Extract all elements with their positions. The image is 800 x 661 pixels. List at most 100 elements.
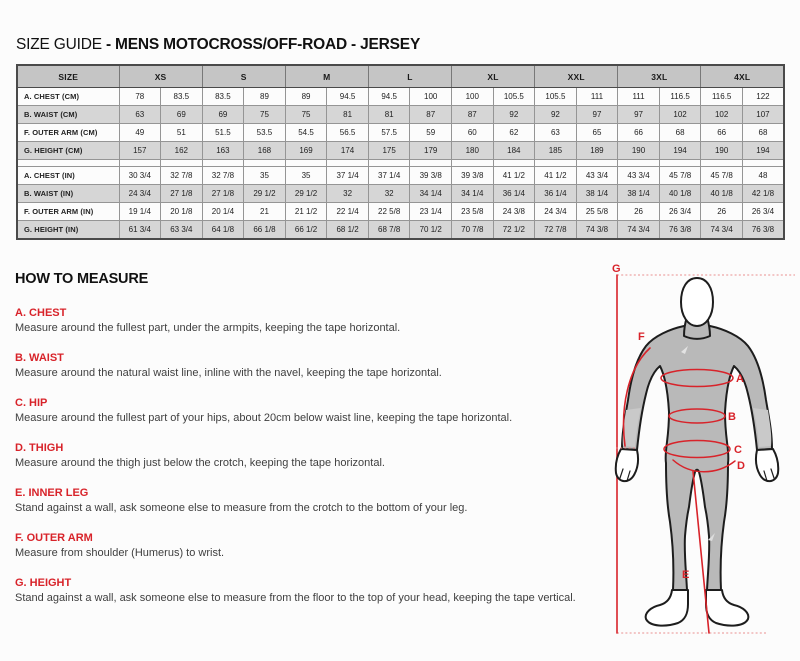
size-value-cell: 32 7/8: [160, 166, 203, 185]
size-value-cell: 26: [617, 202, 660, 221]
size-value-cell: 81: [367, 105, 411, 124]
measure-item-text: Measure around the thigh just below the …: [15, 457, 385, 469]
size-value-cell: 157: [118, 141, 162, 160]
size-value-cell: 53.5: [243, 123, 286, 142]
size-value-cell: 81: [326, 105, 369, 124]
size-value-cell: 40 1/8: [700, 184, 743, 203]
measure-item-label: G. HEIGHT: [15, 577, 72, 589]
size-value-cell: 63: [118, 105, 162, 124]
column-header-l: L: [367, 64, 453, 88]
diagram-label-thigh: D: [737, 460, 745, 472]
size-value-cell: 24 3/4: [534, 202, 577, 221]
size-value-cell: 26: [700, 202, 743, 221]
size-value-cell: 23 1/4: [409, 202, 452, 221]
size-value-cell: 68: [658, 123, 702, 142]
size-value-cell: 66: [617, 123, 660, 142]
size-value-cell: 68 7/8: [367, 220, 411, 240]
measure-item-text: Measure around the fullest part, under t…: [15, 322, 401, 334]
column-header-xxl: XXL: [534, 64, 619, 88]
size-value-cell: 69: [160, 105, 203, 124]
size-value-cell: 42 1/8: [741, 184, 785, 203]
measure-item-label: D. THIGH: [15, 442, 64, 454]
size-value-cell: 40 1/8: [658, 184, 702, 203]
size-value-cell: 45 7/8: [658, 166, 702, 185]
size-value-cell: 56.5: [326, 123, 369, 142]
size-value-cell: 24 3/8: [492, 202, 536, 221]
measure-item-label: C. HIP: [15, 397, 48, 409]
size-value-cell: 97: [575, 105, 619, 124]
size-value-cell: 22 5/8: [367, 202, 411, 221]
size-value-cell: 19 1/4: [118, 202, 162, 221]
measurement-row-label: F. OUTER ARM (CM): [16, 123, 120, 142]
size-value-cell: 25 5/8: [575, 202, 619, 221]
size-value-cell: 41 1/2: [492, 166, 536, 185]
size-value-cell: 194: [658, 141, 702, 160]
inner-leg-measure-line: [692, 470, 710, 634]
size-value-cell: 59: [409, 123, 452, 142]
size-value-cell: 89: [243, 87, 286, 106]
measure-item: G. HEIGHT Stand against a wall, ask someo…: [15, 577, 600, 605]
size-value-cell: 175: [367, 141, 411, 160]
measure-item: F. OUTER ARM Measure from shoulder (Humer…: [15, 532, 600, 560]
size-value-cell: 38 1/4: [617, 184, 660, 203]
size-value-cell: 180: [451, 141, 494, 160]
size-value-cell: 29 1/2: [243, 184, 286, 203]
column-header-xs: XS: [118, 64, 203, 88]
size-value-cell: 63: [534, 123, 577, 142]
size-value-cell: 68: [741, 123, 785, 142]
size-value-cell: 43 3/4: [617, 166, 660, 185]
size-value-cell: 190: [617, 141, 660, 160]
size-value-cell: 194: [741, 141, 785, 160]
size-value-cell: 116.5: [658, 87, 702, 106]
column-header-s: S: [201, 64, 286, 88]
size-value-cell: 87: [409, 105, 452, 124]
size-value-cell: 185: [534, 141, 577, 160]
size-value-cell: 35: [243, 166, 286, 185]
size-value-cell: 100: [451, 87, 494, 106]
waist-measure-ellipse: [668, 408, 726, 424]
size-value-cell: 62: [492, 123, 536, 142]
size-value-cell: 26 3/4: [658, 202, 702, 221]
size-value-cell: 76 3/8: [741, 220, 785, 240]
size-value-cell: 24 3/4: [118, 184, 162, 203]
page-title-product: - MENS MOTOCROSS/OFF-ROAD - JERSEY: [105, 36, 421, 53]
column-header-4xl: 4XL: [700, 64, 785, 88]
diagram-label-hip: C: [734, 444, 742, 456]
column-header-m: M: [284, 64, 369, 88]
size-value-cell: 27 1/8: [160, 184, 203, 203]
measure-item-text: Measure around the fullest part of your …: [15, 412, 513, 424]
unit-section-spacer: [16, 159, 785, 167]
measurement-row-label: G. HEIGHT (IN): [16, 220, 120, 240]
size-value-cell: 74 3/4: [617, 220, 660, 240]
page-title-prefix: SIZE GUIDE: [16, 36, 106, 53]
measure-item-text: Stand against a wall, ask someone else t…: [15, 592, 576, 604]
size-value-cell: 168: [243, 141, 286, 160]
size-value-cell: 190: [700, 141, 743, 160]
size-value-cell: 29 1/2: [284, 184, 328, 203]
size-value-cell: 68 1/2: [326, 220, 369, 240]
size-value-cell: 83.5: [201, 87, 245, 106]
size-value-cell: 72 7/8: [534, 220, 577, 240]
measurement-row-label: B. WAIST (CM): [16, 105, 120, 124]
left-glove-fingers: [619, 468, 631, 482]
size-value-cell: 78: [118, 87, 162, 106]
size-value-cell: 74 3/8: [575, 220, 619, 240]
size-value-cell: 37 1/4: [367, 166, 411, 185]
size-value-cell: 66 1/2: [284, 220, 328, 240]
measure-item: D. THIGH Measure around the thigh just be…: [15, 442, 600, 470]
size-value-cell: 49: [118, 123, 162, 142]
size-value-cell: 64 1/8: [201, 220, 245, 240]
size-value-cell: 94.5: [326, 87, 369, 106]
measurement-row-label: G. HEIGHT (CM): [16, 141, 120, 160]
right-glove: [755, 448, 780, 483]
size-value-cell: 94.5: [367, 87, 411, 106]
left-glove: [614, 448, 639, 483]
size-table: SIZE XS S M L XL XXL 3XL 4XL A. CHEST (CM) 78 83.5…: [16, 64, 785, 240]
size-value-cell: 30 3/4: [118, 166, 162, 185]
column-header-xl: XL: [450, 64, 536, 88]
size-value-cell: 97: [617, 105, 660, 124]
column-header-3xl: 3XL: [617, 64, 702, 88]
size-table-row: B. WAIST (IN) 24 3/4 27 1/8 27 1/8 29 1/2 29 …: [16, 184, 785, 203]
size-value-cell: 43 3/4: [575, 166, 619, 185]
size-value-cell: 26 3/4: [741, 202, 785, 221]
